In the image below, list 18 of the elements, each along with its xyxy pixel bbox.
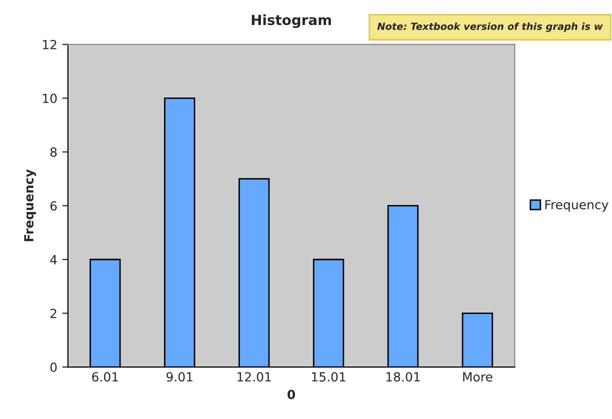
x-tick-label: 15.01 [312, 372, 346, 382]
x-tick-label: 9.01 [166, 372, 192, 382]
y-tick-label: 12 [42, 40, 56, 50]
y-tick-label: 2 [50, 308, 56, 318]
y-tick-label: 4 [50, 255, 57, 264]
x-tick-label: 12.01 [238, 372, 271, 382]
x-tick-label: More [463, 372, 492, 382]
y-tick-label: 0 [50, 362, 57, 372]
x-tick-label: 6.01 [92, 372, 118, 382]
x-tick-label: 18.01 [386, 372, 420, 382]
text: Note: Textbook version of this graph is w [377, 22, 603, 32]
y-tick-label: 6 [50, 201, 57, 211]
legend-label: Frequency [545, 200, 608, 212]
chart-title: Histogram [252, 14, 331, 28]
y-axis-title: Frequency [24, 169, 36, 242]
y-tick-label: 8 [50, 147, 57, 157]
x-axis-title: 0 [288, 390, 296, 400]
y-tick-label: 10 [42, 94, 57, 104]
